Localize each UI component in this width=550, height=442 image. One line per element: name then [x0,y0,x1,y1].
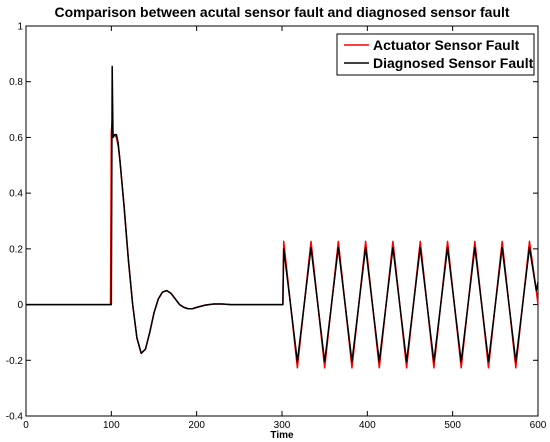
y-tick-label: -0.2 [6,356,24,367]
x-axis-label: Time [270,430,294,441]
x-tick-label: 200 [188,420,205,431]
y-tick-label: 0.6 [9,133,23,144]
y-tick-label: 0 [17,300,23,311]
legend-label-actuator: Actuator Sensor Fault [373,37,520,53]
legend-box [336,33,535,76]
series-layer [26,65,539,369]
y-tick-label: 0.4 [9,189,23,200]
y-tick-label: 0.2 [9,244,23,255]
axis-tick-labels: 0 100 200 300 400 500 600 -0.4 -0.2 0 0.2 0.4 0.6 0.8… [6,22,547,432]
series-diagnosed-sensor-fault [26,65,539,363]
y-tick-label: 1 [17,22,23,33]
x-tick-label: 0 [23,420,29,431]
y-tick-label: -0.4 [6,412,24,423]
x-tick-label: 100 [103,420,120,431]
legend-label-diagnosed: Diagnosed Sensor Fault [373,55,534,71]
x-tick-label: 500 [444,420,461,431]
x-tick-label: 600 [530,420,547,431]
chart-title: Comparison between acutal sensor fault a… [54,4,509,20]
x-tick-label: 300 [274,420,291,431]
y-tick-label: 0.8 [9,77,23,88]
x-tick-label: 400 [359,420,376,431]
legend: Actuator Sensor Fault Diagnosed Sensor F… [336,33,535,76]
